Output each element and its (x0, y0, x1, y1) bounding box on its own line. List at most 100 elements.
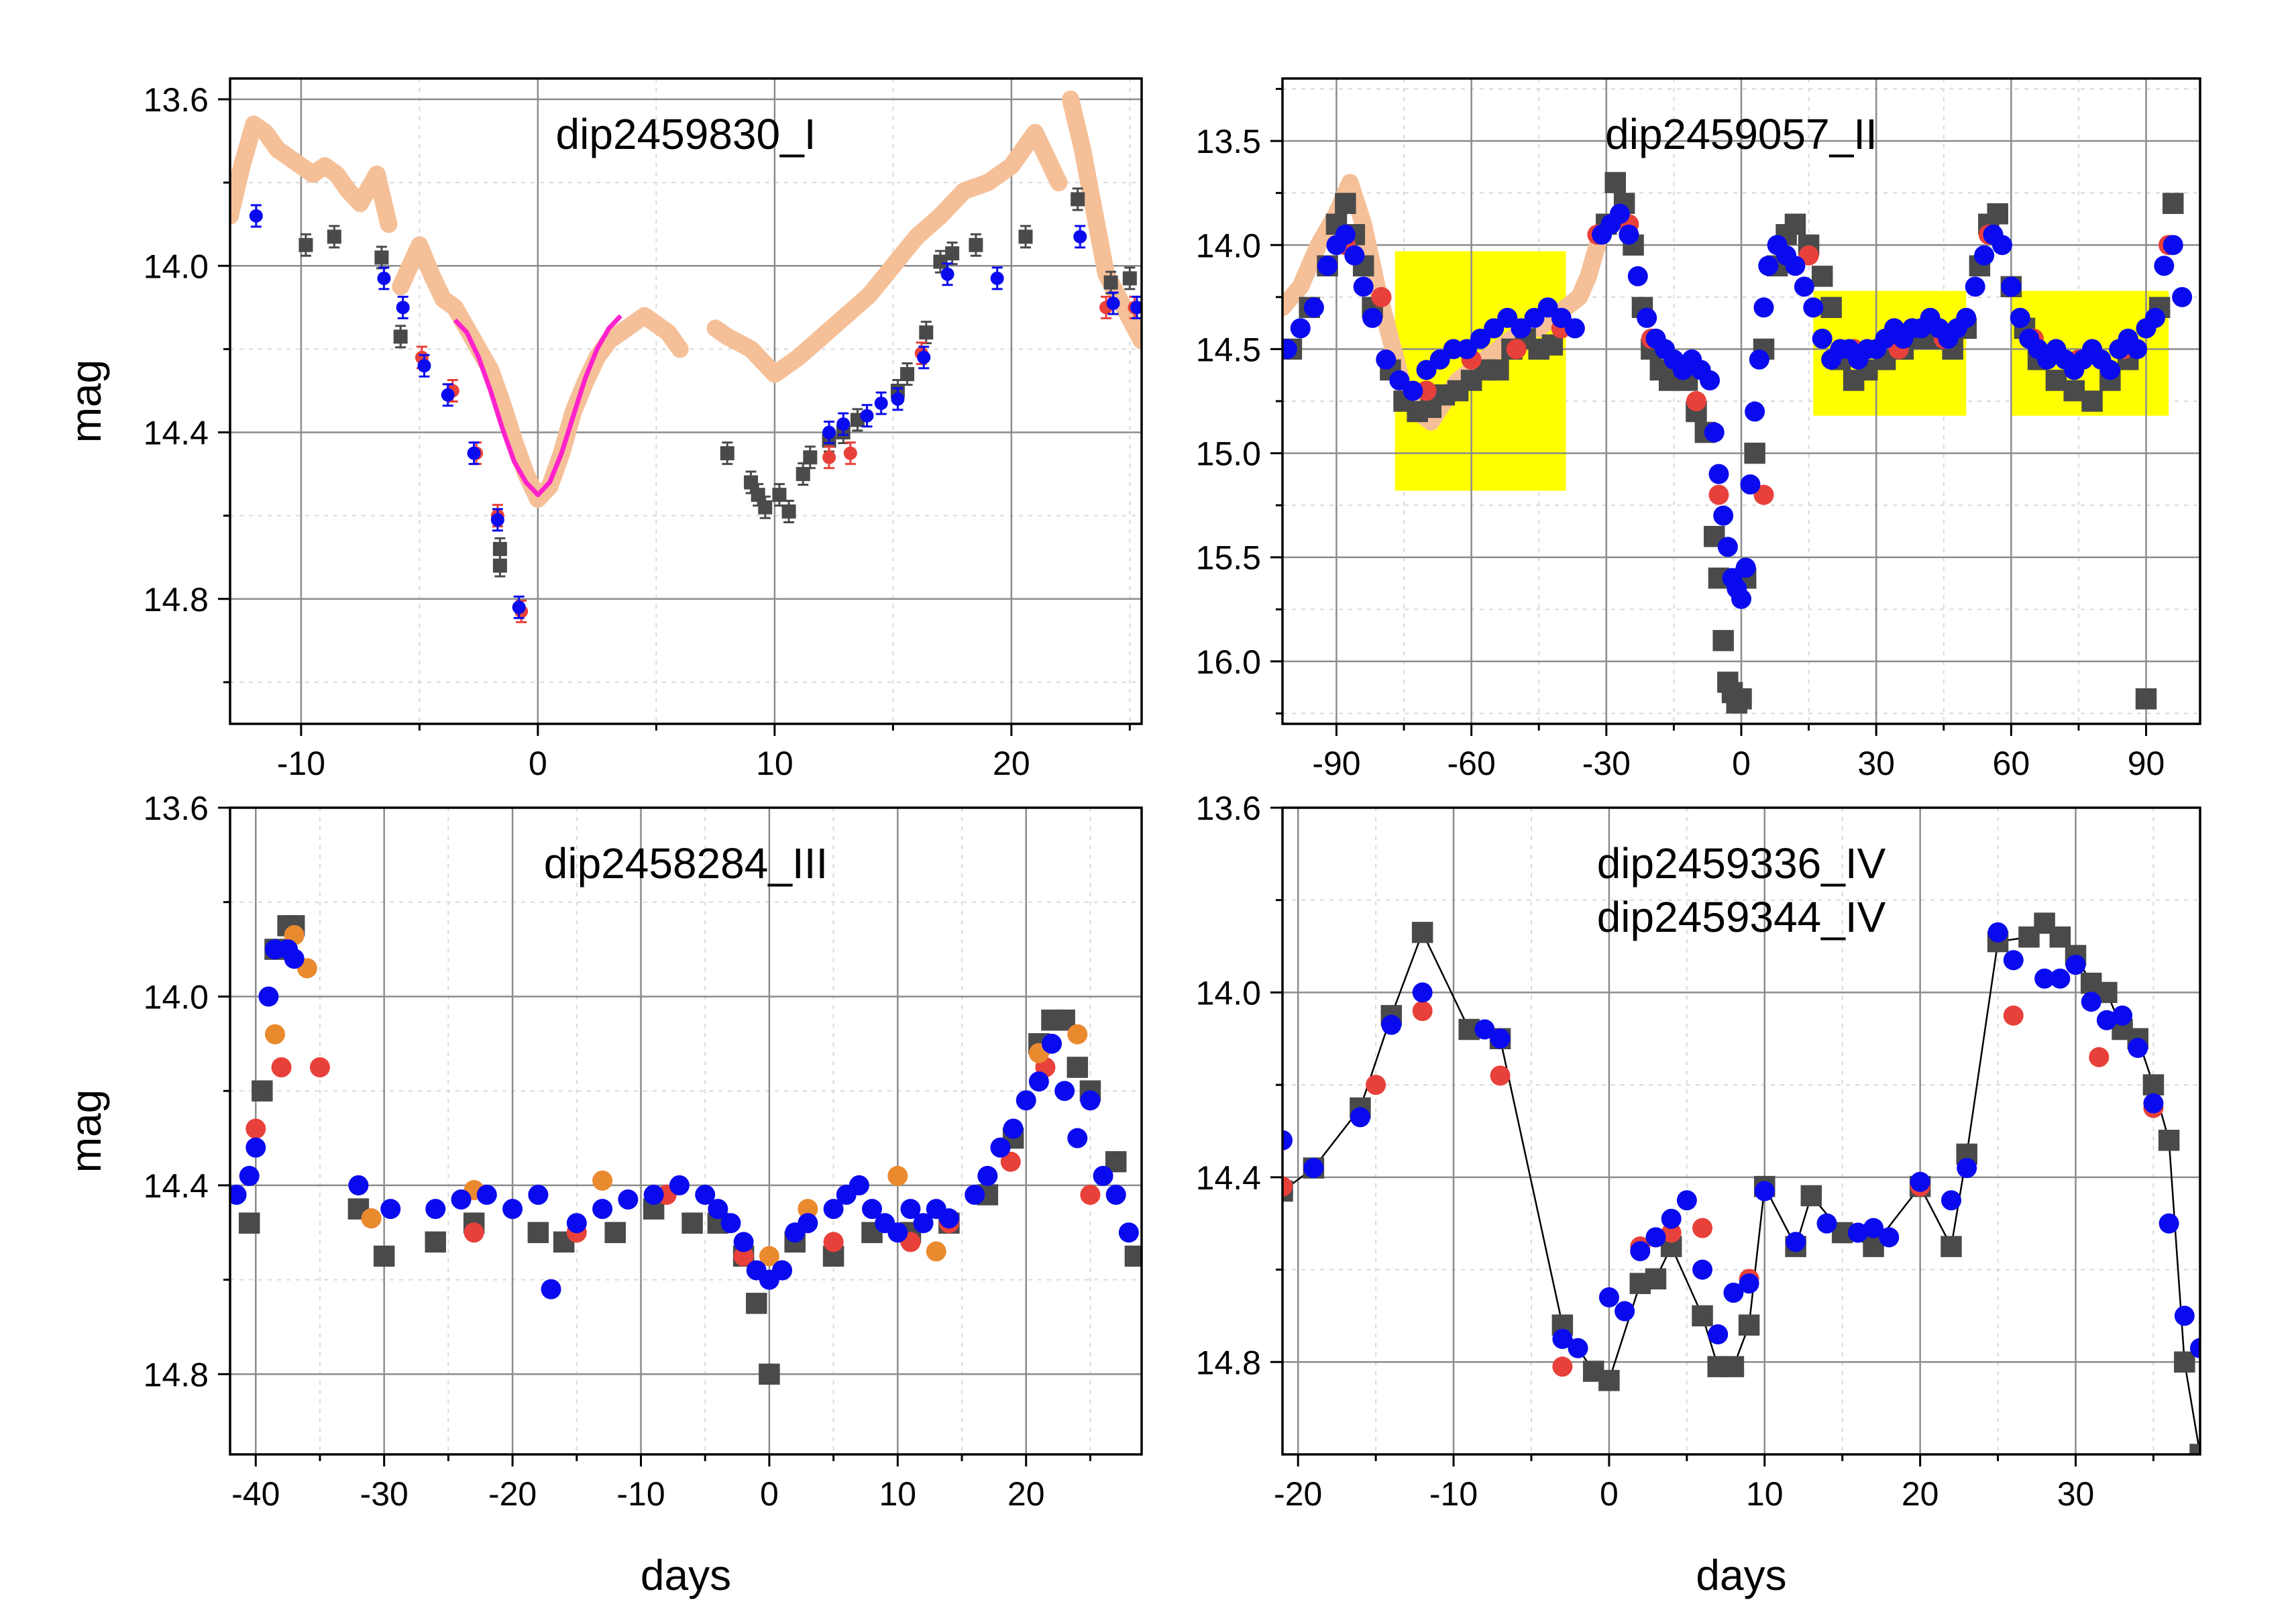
data-point (239, 1165, 260, 1186)
data-point (2158, 1130, 2180, 1151)
y-tick-label: 13.5 (1196, 123, 1261, 160)
tess-lightcurve (392, 236, 689, 508)
data-point (1080, 1184, 1101, 1205)
data-point (1488, 359, 1509, 381)
y-tick-label: 15.5 (1196, 539, 1261, 577)
data-point (796, 467, 810, 482)
data-point (919, 325, 934, 340)
data-point (836, 417, 851, 431)
data-point (1686, 391, 1706, 411)
panel-title: dip2459336_IV (1597, 839, 1886, 888)
ticks: -90 -60 -30 0 30 60 90 13.5 14.0 14.5 15.0 15.5 16.0 (1196, 88, 2165, 782)
data-point (467, 446, 481, 460)
data-point (238, 1212, 260, 1234)
data-point (490, 513, 504, 527)
data-point (1786, 1232, 1806, 1252)
data-point (1103, 275, 1118, 290)
data-point (393, 329, 408, 344)
y-tick-label: 14.0 (144, 978, 209, 1016)
series-black (1282, 912, 2200, 1454)
axes-frame (1281, 806, 2201, 1456)
data-point (298, 237, 313, 252)
panel-title: dip2458284_III (544, 839, 828, 888)
y-axis-label: mag (62, 360, 110, 443)
data-point (2190, 1338, 2200, 1358)
data-point (2010, 307, 2030, 328)
data-point (1974, 245, 1995, 266)
panel-title: dip2459830_I (556, 110, 816, 158)
data-point (1627, 266, 1648, 286)
data-point (245, 1137, 266, 1158)
data-point (1490, 1028, 1511, 1049)
data-point (2034, 968, 2055, 989)
data-point (1713, 505, 1734, 526)
data-point (803, 450, 818, 465)
data-point (1106, 297, 1120, 311)
data-point (900, 1199, 921, 1220)
data-point (2135, 688, 2157, 710)
data-point (1717, 537, 1738, 557)
x-tick-label: 20 (1902, 1475, 1939, 1513)
data-point (798, 1213, 818, 1234)
data-point (1708, 1324, 1729, 1344)
y-tick-label: 14.0 (1196, 227, 1261, 264)
data-point (512, 600, 526, 614)
panel-dip2459336-iv: -20 -10 0 10 20 30 13.6 14.0 14.4 14.8 dip2459336_… (1196, 790, 2201, 1599)
data-point (1335, 193, 1356, 214)
data-point (751, 488, 765, 502)
x-tick-label: 0 (529, 745, 547, 782)
x-tick-label: -60 (1447, 745, 1496, 782)
data-point (2163, 193, 2184, 214)
y-tick-label: 14.0 (144, 248, 209, 285)
data-point (1645, 1227, 1666, 1248)
data-point (1093, 1165, 1113, 1186)
x-tick-label: 0 (1732, 745, 1751, 782)
data-point (492, 558, 507, 573)
data-point (425, 1231, 447, 1253)
data-point (695, 1184, 716, 1205)
data-point (759, 1363, 780, 1385)
data-point (541, 1279, 561, 1299)
data-point (744, 475, 759, 490)
x-tick-label: -10 (277, 745, 325, 782)
data-point (1749, 349, 1769, 370)
data-point (1598, 1370, 1620, 1391)
panel-dip2459057-ii: -90 -60 -30 0 30 60 90 13.5 14.0 14.5 15.0 15.5 16.0… (1196, 77, 2201, 782)
data-point (1731, 688, 1752, 710)
data-point (2144, 307, 2165, 328)
data-point (2189, 1444, 2200, 1454)
tess-lightcurve (706, 123, 1068, 383)
data-point (1028, 1071, 1049, 1092)
major-grid (1282, 78, 2200, 724)
data-point (1758, 256, 1779, 276)
data-point (643, 1184, 664, 1205)
plot-area (230, 808, 1142, 1454)
data-point (708, 1199, 728, 1220)
series-red (1282, 1000, 2164, 1377)
data-point (733, 1232, 754, 1252)
data-point (1376, 349, 1397, 370)
data-point (2003, 950, 2024, 971)
data-point (1645, 1268, 1667, 1290)
data-point (969, 237, 983, 252)
data-point (823, 1199, 844, 1220)
data-point (1282, 339, 1297, 360)
data-point (2127, 339, 2148, 360)
data-point (1957, 1158, 1977, 1179)
data-point (1803, 297, 1824, 318)
data-point (1412, 1000, 1433, 1021)
data-point (1676, 1190, 1697, 1211)
x-axis-label: days (641, 1551, 731, 1599)
data-point (1598, 1287, 1619, 1307)
panel-dip2458284-iii: -40 -30 -20 -10 0 10 20 13.6 14.0 14.4 14.8 dip2458… (62, 790, 1143, 1599)
data-point (2112, 1005, 2133, 1026)
data-point (681, 1212, 703, 1234)
data-point (2099, 360, 2120, 380)
data-point (2174, 1305, 2195, 1326)
data-point (245, 1118, 266, 1139)
x-tick-label: 30 (2057, 1475, 2095, 1513)
y-tick-label: 14.4 (144, 415, 209, 452)
data-point (849, 1175, 869, 1195)
data-point (396, 301, 410, 315)
data-point (1692, 1218, 1713, 1238)
